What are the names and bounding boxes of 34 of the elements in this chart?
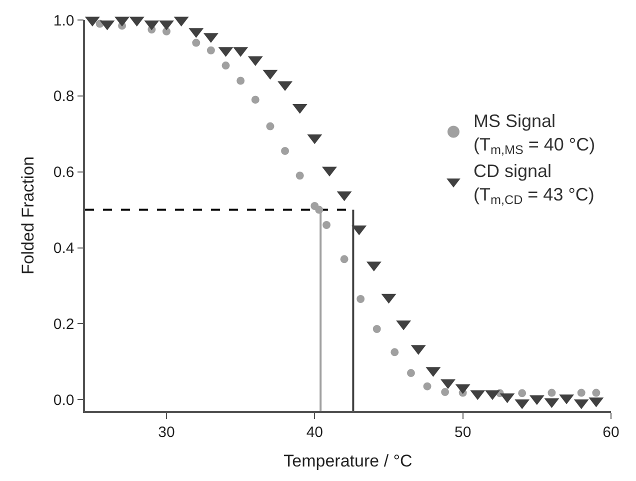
point [206,46,215,54]
point [372,325,381,333]
point [577,388,586,397]
point [592,388,600,397]
y-tick-label: 1.0 [53,12,74,30]
x-tick-label: 60 [602,424,620,441]
point [548,388,556,397]
point [390,348,399,356]
y-tick-label: 0.8 [53,88,74,106]
y-tick-label: 0.2 [53,316,74,333]
point [251,96,260,104]
x-axis-title: Temperature / °C [284,452,412,471]
point [281,146,290,155]
point [296,172,304,180]
y-tick-label: 0.4 [53,240,74,258]
point [340,255,348,264]
point [192,38,200,47]
y-axis-title: Folded Fraction [18,156,38,275]
point [236,76,245,85]
point [518,389,526,398]
point [406,369,415,378]
legend-label: CD signal (T$_{m,CD}$ = 43 °C) [473,160,594,208]
point [222,62,230,70]
point [441,388,450,396]
point [266,122,274,130]
point [423,382,432,390]
point [315,206,324,214]
y-tick-label: 0.0 [53,392,74,409]
x-tick-label: 30 [158,424,175,441]
y-tick-label: 0.6 [53,164,74,182]
point [322,220,331,229]
x-tick-label: 50 [454,424,472,441]
x-tick-label: 40 [306,424,324,441]
point [356,295,365,304]
